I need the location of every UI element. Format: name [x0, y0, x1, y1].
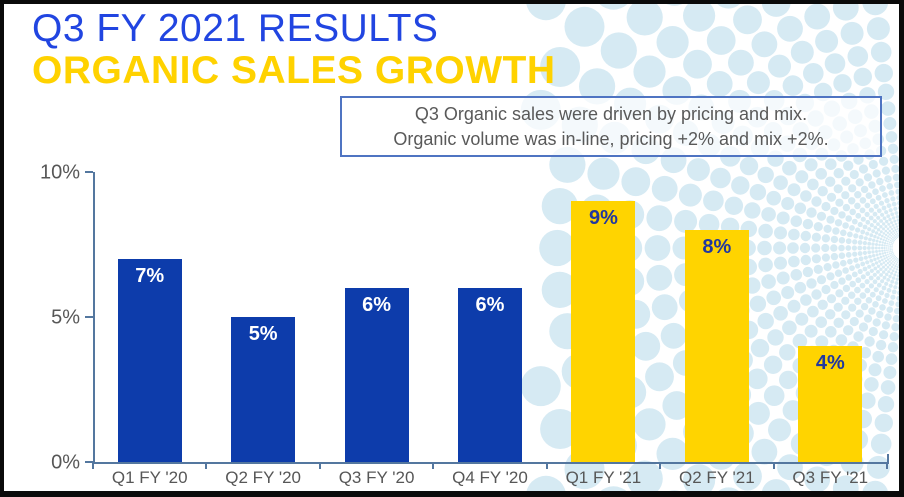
y-tick-label: 0% — [51, 451, 80, 474]
bar-q3-fy-21: 4% — [798, 346, 863, 462]
x-axis-tick — [205, 462, 208, 469]
bar-value-label: 7% — [135, 265, 165, 287]
bar-value-label: 4% — [815, 352, 845, 374]
x-category-label: Q3 FY '20 — [338, 468, 415, 487]
y-axis-tick — [85, 461, 93, 463]
y-axis-tick — [85, 171, 93, 173]
x-axis-tick — [886, 462, 888, 469]
bar-value-label: 9% — [588, 207, 618, 229]
x-category-label: Q4 FY '20 — [452, 468, 528, 487]
x-axis-tick — [318, 462, 321, 469]
slide-title: Q3 FY 2021 RESULTS ORGANIC SALES GROWTH — [32, 6, 556, 91]
x-category-label: Q3 FY '21 — [792, 468, 869, 487]
bar-value-label: 8% — [702, 236, 732, 258]
bar-q1-fy-21: 9% — [571, 201, 636, 462]
bar-q3-fy-20: 6% — [344, 288, 409, 462]
bar-q4-fy-20: 6% — [458, 288, 522, 462]
y-axis-line — [93, 172, 95, 463]
title-line-2: ORGANIC SALES GROWTH — [32, 49, 556, 92]
callout-box: Q3 Organic sales were driven by pricing … — [340, 96, 882, 157]
x-category-label: Q1 FY '20 — [111, 468, 188, 487]
bar-q2-fy-21: 8% — [684, 230, 749, 462]
x-axis-line — [93, 462, 889, 464]
organic-sales-growth-bar-chart: 0% 5% 10% 7% Q1 FY '20 5% Q2 FY '20 6% Q3 FY '20… — [4, 4, 899, 491]
callout-line-1: Q3 Organic sales were driven by pricing … — [414, 103, 808, 124]
y-tick-label: 5% — [51, 306, 80, 329]
bar-q1-fy-20: 7% — [117, 259, 182, 462]
x-category-label: Q1 FY '21 — [565, 468, 642, 487]
x-axis-tick — [659, 462, 662, 469]
callout-line-2: Organic volume was in-line, pricing +2% … — [393, 128, 829, 149]
bar-value-label: 5% — [248, 323, 278, 345]
x-axis-tick — [92, 462, 94, 469]
x-axis-end-tick — [887, 454, 889, 462]
x-axis-tick — [432, 462, 435, 469]
x-category-label: Q2 FY '21 — [679, 468, 755, 487]
x-axis-tick — [545, 462, 548, 469]
bar-q2-fy-20: 5% — [231, 317, 296, 462]
y-axis-tick — [85, 316, 93, 318]
x-axis-tick — [772, 462, 775, 469]
bar-value-label: 6% — [362, 294, 392, 316]
y-tick-label: 10% — [39, 161, 80, 184]
bar-value-label: 6% — [475, 294, 505, 316]
title-line-1: Q3 FY 2021 RESULTS — [32, 7, 439, 50]
x-category-label: Q2 FY '20 — [225, 468, 301, 487]
